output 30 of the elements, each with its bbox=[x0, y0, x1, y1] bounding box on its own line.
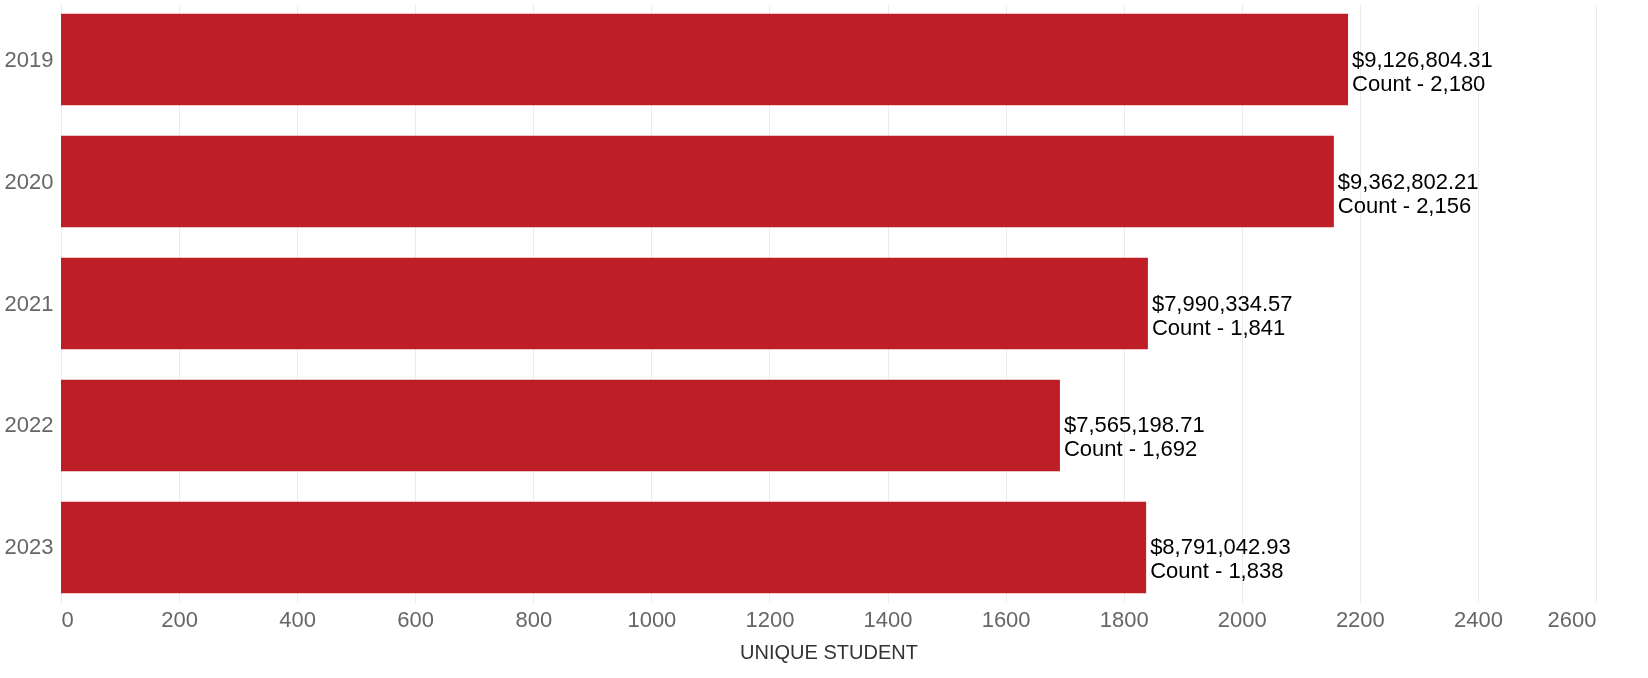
x-tick-label: 2200 bbox=[1335, 606, 1385, 632]
y-tick-label: 2022 bbox=[4, 412, 54, 438]
bar bbox=[61, 257, 1148, 350]
y-tick-label: 2023 bbox=[4, 534, 54, 560]
x-axis-title: UNIQUE STUDENT bbox=[740, 640, 918, 663]
y-tick-label: 2020 bbox=[4, 168, 54, 194]
x-tick-label: 200 bbox=[161, 606, 198, 632]
x-tick-label: 600 bbox=[397, 606, 435, 632]
bar bbox=[61, 379, 1060, 472]
annotation: $8,791,042.93 Count - 1,838 bbox=[1150, 534, 1291, 584]
annotation: $7,990,334.57 Count - 1,841 bbox=[1151, 290, 1293, 340]
x-tick-label: 1400 bbox=[863, 606, 913, 632]
bar bbox=[61, 13, 1349, 106]
x-tick-label: 400 bbox=[279, 606, 317, 632]
y-tick-label: 2021 bbox=[4, 290, 54, 316]
x-tick-label: 1000 bbox=[627, 606, 677, 632]
bar bbox=[61, 135, 1334, 228]
annotation: $9,126,804.31 Count - 2,180 bbox=[1352, 46, 1493, 96]
annotation: $7,565,198.71 Count - 1,692 bbox=[1063, 412, 1205, 462]
x-tick-label: 1200 bbox=[745, 606, 795, 632]
x-tick-label: 2000 bbox=[1217, 606, 1267, 632]
annotation: $9,362,802.21 Count - 2,156 bbox=[1337, 168, 1479, 218]
x-tick-label: 0 bbox=[61, 606, 74, 632]
x-tick-label: 1600 bbox=[981, 606, 1031, 632]
x-tick-label: 1800 bbox=[1099, 606, 1149, 632]
x-tick-label: 2400 bbox=[1453, 606, 1503, 632]
x-tick-label: 800 bbox=[515, 606, 553, 632]
x-tick-label: 2600 bbox=[1547, 606, 1597, 632]
bar bbox=[61, 501, 1147, 594]
y-tick-label: 2019 bbox=[4, 46, 54, 72]
